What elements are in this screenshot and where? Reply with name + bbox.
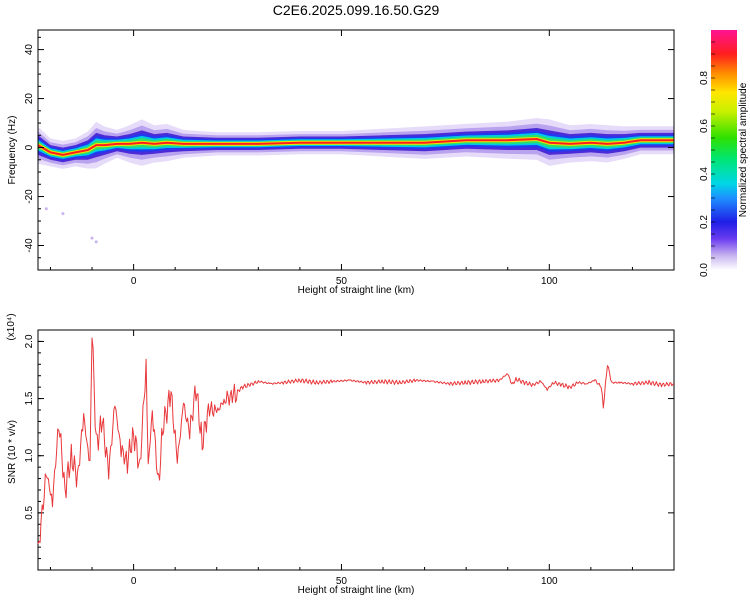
snr-x-tick-label: 50 bbox=[336, 576, 348, 587]
snr-multiplier: (x10⁴) bbox=[6, 313, 17, 340]
colorbar-label: Normalized spectral amplitude bbox=[738, 82, 749, 217]
spectrogram-ridge-red bbox=[37, 138, 674, 156]
spectrogram-y-tick-label: -40 bbox=[24, 238, 35, 253]
snr-axes: 0 50 100 0.5 1.0 1.5 2.0 bbox=[24, 330, 675, 587]
snr-y-label: SNR (10 * v/v) bbox=[7, 420, 18, 484]
snr-x-tick-label: 0 bbox=[131, 576, 137, 587]
snr-x-label: Height of straight line (km) bbox=[298, 585, 415, 596]
colorbar-tick-label: 0.4 bbox=[699, 167, 710, 181]
spectrogram-x-label: Height of straight line (km) bbox=[298, 285, 415, 296]
spectrogram-axes: 0 50 100 -40 -20 0 20 40 bbox=[24, 30, 675, 287]
spectrogram-frame bbox=[37, 29, 675, 271]
spectrogram-y-tick-label: 40 bbox=[24, 44, 35, 56]
spectrogram-y-label: Frequency (Hz) bbox=[7, 116, 18, 185]
snr-y-tick-label: 1.5 bbox=[24, 391, 35, 405]
spectrogram-speck bbox=[61, 212, 65, 216]
spectrogram-x-tick-label: 0 bbox=[131, 276, 137, 287]
spectrogram-speck bbox=[90, 236, 94, 240]
snr-y-tick-label: 0.5 bbox=[24, 505, 35, 519]
spectrogram-y-tick-label: -20 bbox=[24, 189, 35, 204]
colorbar-ticks: 0.0 0.2 0.4 0.6 0.8 bbox=[699, 41, 715, 277]
snr-series-layer bbox=[37, 337, 675, 545]
spectrogram-speck bbox=[44, 207, 48, 211]
snr-panel: 0 50 100 0.5 1.0 1.5 2.0 (x10⁴) Height of stra… bbox=[6, 313, 675, 596]
spectrogram-x-tick-label: 50 bbox=[336, 276, 348, 287]
spectrogram-y-tick-label: 20 bbox=[24, 93, 35, 105]
colorbar-tick-label: 0.0 bbox=[699, 263, 710, 277]
colorbar-tick-label: 0.2 bbox=[699, 215, 710, 229]
spectrogram-x-tick-label: 100 bbox=[541, 276, 558, 287]
spectrogram-heat-layer bbox=[36, 118, 674, 244]
snr-y-tick-label: 1.0 bbox=[24, 448, 35, 462]
colorbar-gradient bbox=[711, 30, 737, 270]
snr-y-tick-label: 2.0 bbox=[24, 334, 35, 348]
snr-series-line bbox=[37, 337, 675, 545]
figure-title: C2E6.2025.099.16.50.G29 bbox=[273, 2, 440, 18]
spectrogram-panel: 0 50 100 -40 -20 0 20 40 Height of straight lin… bbox=[7, 29, 675, 296]
colorbar-tick-label: 0.6 bbox=[699, 119, 710, 133]
spectrogram-speck bbox=[94, 240, 98, 244]
snr-frame bbox=[37, 329, 675, 571]
snr-x-tick-label: 100 bbox=[541, 576, 558, 587]
colorbar: 0.0 0.2 0.4 0.6 0.8 Normalized spectral ampl… bbox=[699, 30, 749, 277]
spectrogram-y-tick-label: 0 bbox=[24, 144, 35, 150]
colorbar-tick-label: 0.8 bbox=[699, 71, 710, 85]
